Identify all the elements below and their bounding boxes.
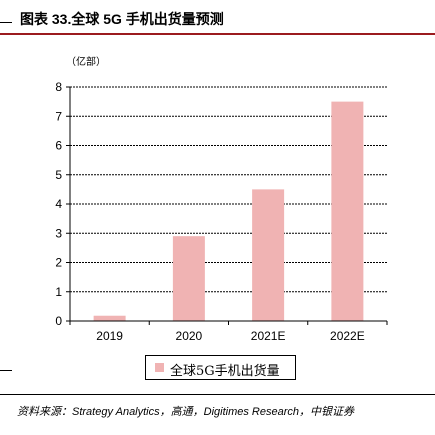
y-tick-label: 7	[55, 109, 62, 123]
y-tick-label: 5	[55, 168, 62, 182]
figure-title: 图表 33.全球 5G 手机出货量预测	[20, 11, 224, 27]
legend-swatch	[155, 363, 164, 372]
x-tick-label: 2020	[176, 329, 203, 343]
y-tick-label: 6	[55, 139, 62, 153]
footer-rule-tick	[0, 370, 12, 371]
bar-2020	[172, 236, 205, 321]
tick-labels: 0 1 2 3 4 5 6 7 8 2019 2020 2021E 2022E	[55, 80, 364, 343]
y-tick-label: 1	[55, 285, 62, 299]
bars	[93, 101, 364, 321]
bar-2021E	[252, 189, 285, 321]
bar-2022E	[331, 101, 364, 321]
y-tick-label: 0	[55, 314, 62, 328]
x-tick-label: 2019	[96, 329, 123, 343]
axes	[66, 86, 388, 325]
y-tick-label: 8	[55, 80, 62, 94]
x-tick-label: 2021E	[251, 329, 286, 343]
x-tick-label: 2022E	[330, 329, 365, 343]
y-tick-label: 4	[55, 197, 62, 211]
bar-2019	[93, 315, 126, 321]
legend-label: 全球5G手机出货量	[170, 364, 280, 379]
y-tick-label: 2	[55, 256, 62, 270]
unit-label: （亿部）	[66, 57, 106, 68]
footer-rule	[0, 394, 435, 395]
y-tick-label: 3	[55, 226, 62, 240]
source-note: 资料来源：Strategy Analytics，高通，Digitimes Res…	[17, 406, 354, 418]
legend: 全球5G手机出货量	[145, 355, 296, 380]
title-rule-tick	[0, 22, 12, 23]
title-rule	[0, 33, 435, 35]
